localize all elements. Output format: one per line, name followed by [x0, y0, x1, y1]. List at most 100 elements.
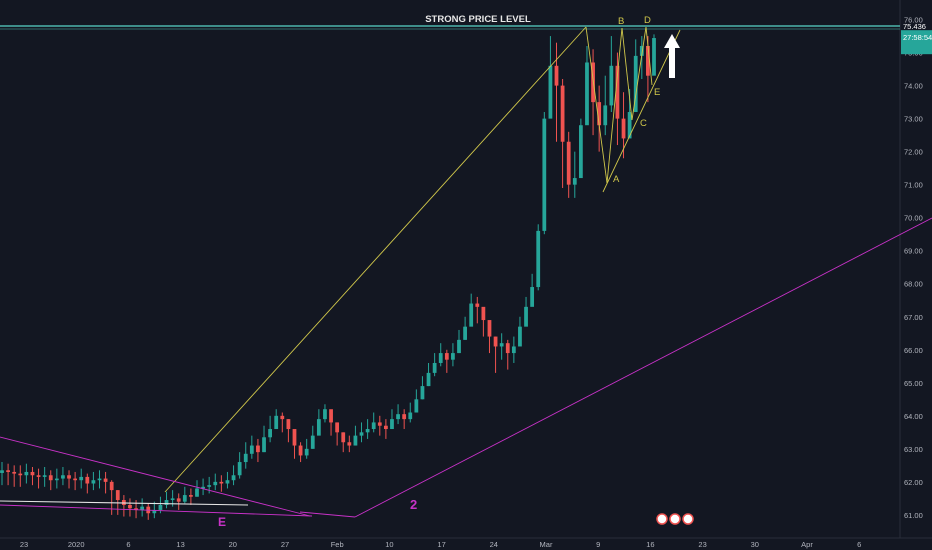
- y-tick-label: 76.00: [904, 16, 923, 25]
- wave-label-e: E: [218, 515, 226, 529]
- candle-body: [18, 473, 23, 476]
- event-marker-flag-icon[interactable]: [669, 513, 681, 525]
- x-tick-label: 6: [857, 540, 861, 549]
- candle-body: [518, 326, 522, 347]
- candle-body: [597, 102, 602, 126]
- pattern-label-b: B: [618, 16, 624, 27]
- magenta-trendlines[interactable]: [0, 217, 932, 518]
- x-tick-label: 9: [596, 540, 600, 549]
- long-rising-trendline[interactable]: [354, 217, 932, 518]
- pattern-label-c: C: [640, 118, 647, 129]
- candle-body: [457, 339, 461, 354]
- candle-body: [621, 118, 626, 139]
- x-tick-label: 6: [126, 540, 130, 549]
- candle-body: [639, 45, 644, 56]
- candle-body: [615, 65, 620, 119]
- y-tick-label: 71.00: [904, 181, 923, 190]
- candle-body: [426, 372, 431, 387]
- candle-body: [195, 488, 199, 497]
- candle-body: [371, 422, 376, 430]
- candle-body: [91, 480, 96, 484]
- candle-body: [0, 470, 4, 473]
- candle-body: [85, 476, 90, 484]
- pattern-leg-de[interactable]: [645, 26, 653, 86]
- x-tick-label: 27: [281, 540, 289, 549]
- y-tick-label: 72.00: [904, 148, 923, 157]
- wedge-lower-line[interactable]: [602, 29, 681, 193]
- candle-body: [347, 442, 352, 446]
- candle-body: [274, 415, 279, 430]
- candle-body: [42, 475, 47, 477]
- price-axis-panel: [900, 0, 932, 550]
- candle-body: [530, 287, 535, 307]
- candle-body: [213, 481, 218, 486]
- candle-body: [243, 453, 248, 463]
- candle-body: [548, 65, 553, 119]
- candle-body: [79, 476, 84, 481]
- candle-body: [475, 303, 480, 307]
- x-tick-label: 23: [20, 540, 28, 549]
- y-tick-label: 64.00: [904, 412, 923, 421]
- candle-body: [316, 419, 321, 436]
- white-horizontal-line[interactable]: [0, 500, 249, 506]
- candle-body: [12, 471, 17, 474]
- candle-body: [390, 419, 394, 430]
- event-marker-flag-icon[interactable]: [682, 513, 694, 525]
- time-axis-ticks: 23 2020 6 13 20 27 Feb 10 17 24 Mar 9 16 23 30 Apr 6: [20, 540, 861, 549]
- x-tick-label: 20: [229, 540, 237, 549]
- rising-trendline[interactable]: [164, 26, 587, 493]
- support-line[interactable]: [0, 504, 313, 517]
- candle-body: [73, 478, 78, 481]
- y-tick-label: 66.00: [904, 346, 923, 355]
- candle-body: [524, 306, 528, 327]
- candle-body: [585, 62, 589, 126]
- pattern-leg-bc[interactable]: [621, 27, 633, 121]
- candle-body: [280, 415, 285, 420]
- candle-body: [335, 422, 340, 433]
- x-tick-label: 23: [698, 540, 706, 549]
- candle-body: [67, 475, 71, 479]
- candle-body: [256, 445, 260, 453]
- descending-trendline[interactable]: [0, 436, 311, 517]
- candle-body: [237, 462, 242, 476]
- x-tick-label: 24: [490, 540, 498, 549]
- y-tick-label: 70.00: [904, 214, 923, 223]
- candle-body: [249, 445, 254, 454]
- candle-body: [36, 475, 41, 477]
- pattern-leg-ba[interactable]: [585, 26, 608, 184]
- candle-body: [201, 486, 205, 489]
- candle-body: [511, 346, 516, 354]
- candle-body: [402, 414, 407, 420]
- candle-body: [54, 478, 59, 481]
- wave-label-2: 2: [410, 497, 417, 512]
- candle-body: [499, 343, 504, 347]
- event-markers[interactable]: [656, 513, 694, 525]
- candle-body: [377, 422, 382, 426]
- connector-line[interactable]: [299, 511, 356, 518]
- pattern-leg-cd[interactable]: [631, 26, 647, 121]
- bar-countdown: 27:58:54: [903, 33, 932, 42]
- y-tick-label: 73.00: [904, 115, 923, 124]
- pattern-leg-ab[interactable]: [606, 27, 623, 184]
- event-marker-flag-icon[interactable]: [656, 513, 668, 525]
- pattern-label-a: A: [613, 174, 620, 185]
- candle-body: [560, 85, 565, 142]
- channel-lines[interactable]: [164, 26, 681, 493]
- candle-body: [505, 343, 510, 354]
- current-price-value: 75.436: [903, 22, 926, 31]
- candle-body: [438, 353, 443, 363]
- candle-body: [152, 509, 157, 514]
- candle-body: [420, 386, 425, 400]
- candle-body: [341, 432, 346, 443]
- x-tick-label: Mar: [540, 540, 553, 549]
- candle-body: [140, 506, 145, 510]
- y-tick-label: 74.00: [904, 82, 923, 91]
- up-arrow-icon[interactable]: [664, 34, 680, 78]
- x-tick-label: 13: [176, 540, 184, 549]
- candle-body: [408, 412, 413, 420]
- candle-body: [432, 362, 437, 373]
- candle-body: [359, 432, 364, 436]
- candle-body: [30, 471, 35, 476]
- candle-body: [158, 504, 163, 510]
